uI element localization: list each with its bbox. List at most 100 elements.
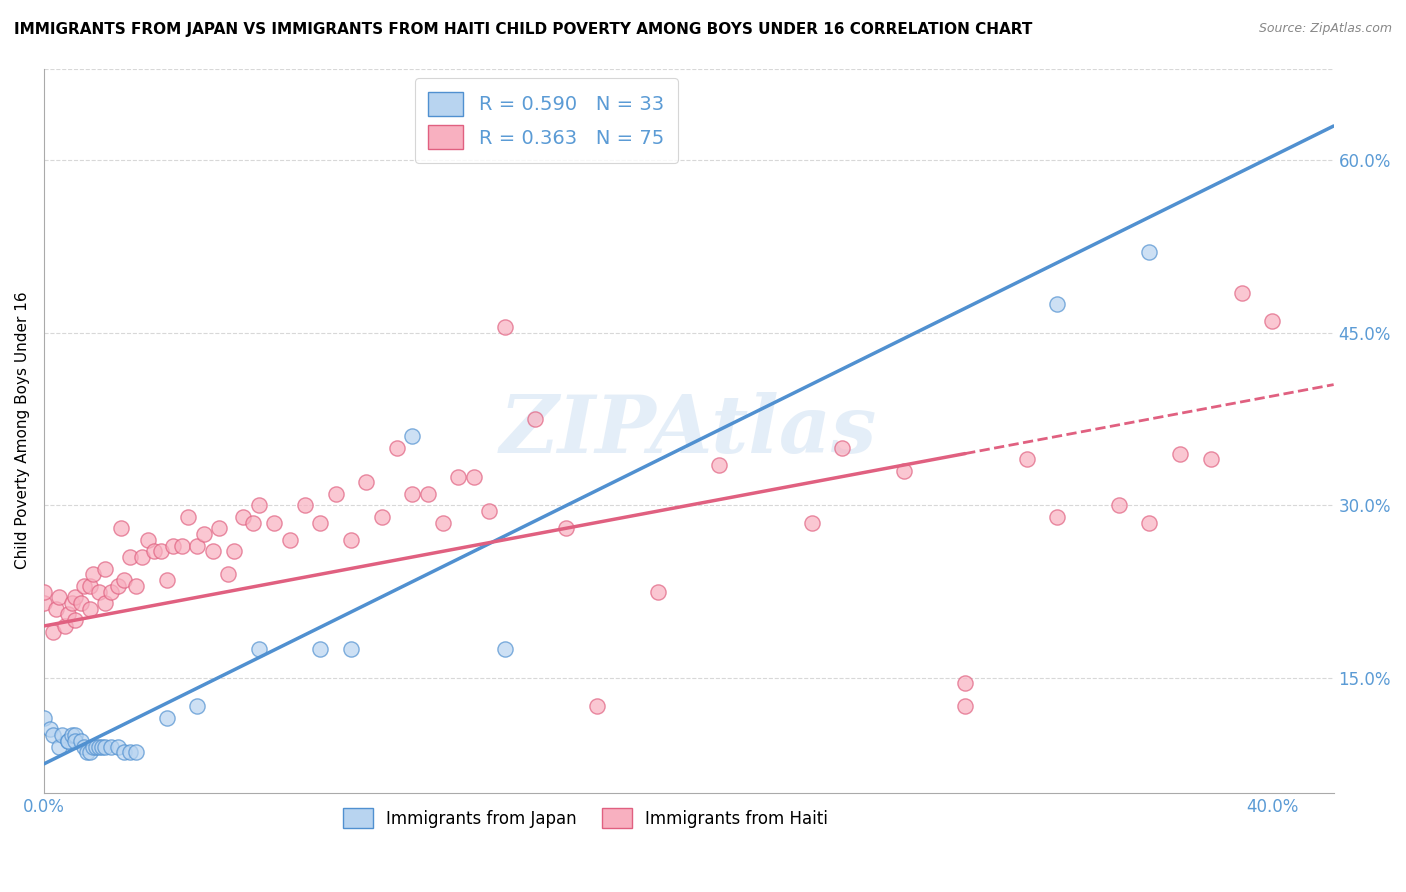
Point	[709, 458, 731, 472]
Point	[232, 509, 254, 524]
Point	[294, 498, 316, 512]
Point	[247, 642, 270, 657]
Point	[309, 516, 332, 530]
Point	[63, 591, 86, 605]
Point	[118, 746, 141, 760]
Point	[58, 734, 80, 748]
Point	[1261, 314, 1284, 328]
Point	[478, 504, 501, 518]
Point	[242, 516, 264, 530]
Point	[463, 469, 485, 483]
Point	[73, 579, 96, 593]
Point	[58, 607, 80, 622]
Y-axis label: Child Poverty Among Boys Under 16: Child Poverty Among Boys Under 16	[15, 292, 30, 569]
Point	[356, 475, 378, 490]
Point	[893, 464, 915, 478]
Point	[186, 539, 208, 553]
Point	[82, 739, 104, 754]
Point	[263, 516, 285, 530]
Point	[585, 699, 607, 714]
Point	[149, 544, 172, 558]
Point	[110, 521, 132, 535]
Point	[69, 596, 91, 610]
Point	[416, 487, 439, 501]
Point	[58, 734, 80, 748]
Point	[73, 739, 96, 754]
Point	[447, 469, 470, 483]
Point	[79, 601, 101, 615]
Point	[1137, 245, 1160, 260]
Point	[647, 584, 669, 599]
Point	[79, 746, 101, 760]
Point	[32, 711, 55, 725]
Point	[45, 601, 67, 615]
Point	[39, 723, 62, 737]
Point	[1046, 297, 1069, 311]
Point	[1108, 498, 1130, 512]
Point	[94, 561, 117, 575]
Point	[340, 642, 363, 657]
Point	[91, 739, 114, 754]
Point	[63, 613, 86, 627]
Point	[100, 739, 122, 754]
Point	[370, 509, 392, 524]
Point	[831, 441, 853, 455]
Point	[107, 739, 129, 754]
Point	[63, 734, 86, 748]
Point	[63, 728, 86, 742]
Point	[201, 544, 224, 558]
Point	[42, 624, 65, 639]
Point	[84, 739, 107, 754]
Point	[1199, 452, 1222, 467]
Point	[170, 539, 193, 553]
Point	[162, 539, 184, 553]
Point	[156, 573, 179, 587]
Point	[401, 429, 423, 443]
Text: Source: ZipAtlas.com: Source: ZipAtlas.com	[1258, 22, 1392, 36]
Point	[125, 579, 148, 593]
Point	[112, 746, 135, 760]
Point	[278, 533, 301, 547]
Text: ZIPAtlas: ZIPAtlas	[501, 392, 877, 469]
Point	[55, 619, 77, 633]
Point	[309, 642, 332, 657]
Point	[51, 728, 73, 742]
Point	[100, 584, 122, 599]
Point	[94, 596, 117, 610]
Point	[107, 579, 129, 593]
Point	[76, 746, 98, 760]
Point	[1230, 285, 1253, 300]
Point	[1015, 452, 1038, 467]
Point	[131, 549, 153, 564]
Point	[69, 734, 91, 748]
Point	[1046, 509, 1069, 524]
Point	[340, 533, 363, 547]
Text: IMMIGRANTS FROM JAPAN VS IMMIGRANTS FROM HAITI CHILD POVERTY AMONG BOYS UNDER 16: IMMIGRANTS FROM JAPAN VS IMMIGRANTS FROM…	[14, 22, 1032, 37]
Point	[136, 533, 159, 547]
Point	[42, 728, 65, 742]
Point	[48, 739, 70, 754]
Point	[48, 591, 70, 605]
Point	[79, 579, 101, 593]
Point	[89, 739, 111, 754]
Point	[524, 412, 547, 426]
Point	[385, 441, 408, 455]
Legend: Immigrants from Japan, Immigrants from Haiti: Immigrants from Japan, Immigrants from H…	[336, 801, 835, 835]
Point	[247, 498, 270, 512]
Point	[432, 516, 454, 530]
Point	[1137, 516, 1160, 530]
Point	[953, 699, 976, 714]
Point	[401, 487, 423, 501]
Point	[82, 567, 104, 582]
Point	[94, 739, 117, 754]
Point	[32, 596, 55, 610]
Point	[193, 527, 215, 541]
Point	[800, 516, 823, 530]
Point	[156, 711, 179, 725]
Point	[186, 699, 208, 714]
Point	[494, 642, 516, 657]
Point	[32, 584, 55, 599]
Point	[325, 487, 347, 501]
Point	[1168, 446, 1191, 460]
Point	[494, 320, 516, 334]
